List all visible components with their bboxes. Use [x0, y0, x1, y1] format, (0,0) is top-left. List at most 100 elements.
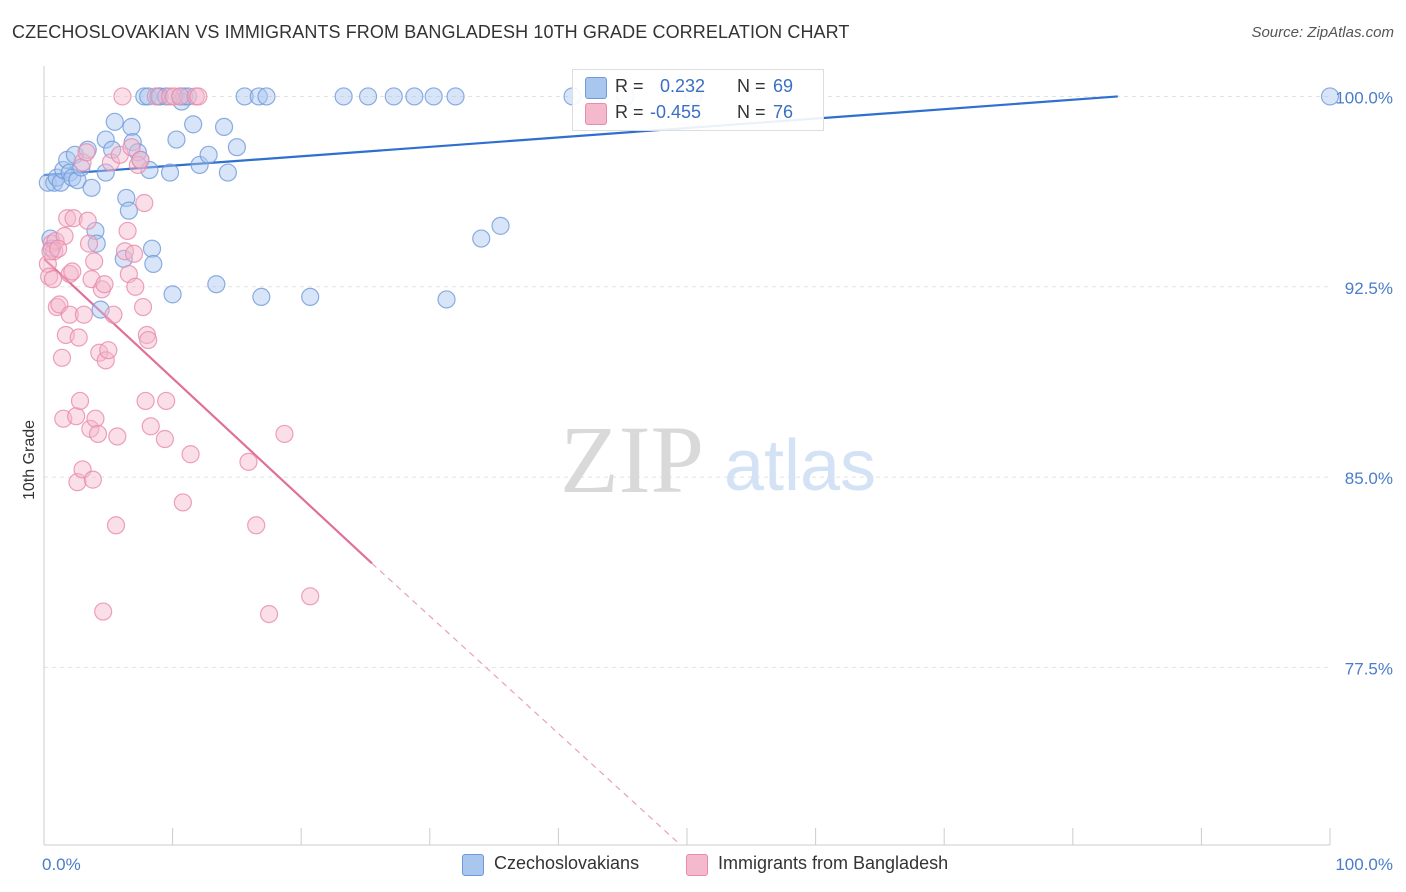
- point-bangladesh: [52, 348, 72, 367]
- point-czechoslovakians: [190, 155, 209, 175]
- y-tick-label: 85.0%: [1345, 469, 1393, 488]
- point-czechoslovakians: [122, 117, 141, 136]
- point-czechoslovakians: [214, 117, 234, 136]
- point-bangladesh: [275, 424, 294, 444]
- point-bangladesh: [73, 153, 92, 172]
- x-tick-label: 0.0%: [42, 855, 81, 874]
- point-czechoslovakians: [87, 234, 106, 253]
- point-bangladesh: [113, 87, 132, 106]
- point-czechoslovakians: [235, 87, 254, 106]
- point-bangladesh: [126, 277, 145, 296]
- point-bangladesh: [67, 407, 86, 426]
- trendline-bangladesh: [43, 258, 373, 565]
- legend-swatch-bangladesh: [585, 103, 607, 125]
- point-czechoslovakians: [437, 290, 456, 309]
- point-bangladesh: [128, 155, 147, 175]
- point-czechoslovakians: [184, 115, 203, 134]
- legend-label-czechoslovakians: Czechoslovakians: [494, 853, 640, 873]
- series-legend: Czechoslovakians Immigrants from Banglad…: [0, 850, 1406, 880]
- point-bangladesh: [122, 138, 141, 157]
- legend-r-value: 0.232: [660, 76, 706, 96]
- point-bangladesh: [301, 587, 320, 606]
- legend-n-label: N =: [737, 76, 766, 96]
- point-czechoslovakians: [472, 229, 491, 248]
- point-czechoslovakians: [218, 163, 237, 182]
- point-czechoslovakians: [1320, 87, 1340, 106]
- point-bangladesh: [146, 87, 165, 106]
- point-czechoslovakians: [252, 287, 271, 307]
- watermark: ZIP atlas: [560, 406, 876, 513]
- point-bangladesh: [181, 445, 200, 464]
- point-bangladesh: [108, 427, 127, 446]
- point-bangladesh: [173, 493, 192, 512]
- trendline-czechoslovakians: [43, 95, 1118, 177]
- legend-r-label: R =: [615, 102, 644, 122]
- y-tick-label: 77.5%: [1345, 659, 1393, 678]
- point-bangladesh: [189, 87, 208, 106]
- point-bangladesh: [171, 87, 190, 106]
- point-bangladesh: [247, 516, 266, 535]
- point-czechoslovakians: [424, 87, 443, 106]
- point-czechoslovakians: [63, 168, 82, 187]
- point-bangladesh: [139, 330, 158, 350]
- point-czechoslovakians: [446, 87, 465, 106]
- point-bangladesh: [131, 150, 150, 169]
- legend-r-label: R =: [615, 76, 644, 96]
- point-bangladesh: [74, 305, 93, 324]
- point-czechoslovakians: [82, 178, 101, 197]
- point-bangladesh: [118, 221, 137, 241]
- tick-labels: 100.0% 92.5% 85.0% 77.5% 0.0% 100.0%: [42, 88, 1393, 874]
- point-bangladesh: [99, 341, 118, 360]
- legend-label-bangladesh: Immigrants from Bangladesh: [718, 853, 949, 873]
- point-bangladesh: [104, 305, 123, 324]
- point-czechoslovakians: [207, 275, 226, 294]
- point-bangladesh: [78, 211, 97, 230]
- point-bangladesh: [88, 424, 108, 444]
- trendlines: [43, 95, 1118, 846]
- point-bangladesh: [86, 409, 105, 428]
- watermark-zip: ZIP: [560, 406, 704, 513]
- point-bangladesh: [49, 239, 68, 258]
- point-bangladesh: [79, 234, 99, 253]
- point-czechoslovakians: [384, 87, 403, 106]
- point-bangladesh: [160, 87, 180, 106]
- watermark-atlas: atlas: [724, 426, 876, 506]
- point-bangladesh: [83, 470, 102, 489]
- point-czechoslovakians: [491, 216, 510, 235]
- chart-title: CZECHOSLOVAKIAN VS IMMIGRANTS FROM BANGL…: [12, 22, 850, 42]
- point-bangladesh: [155, 429, 174, 449]
- point-bangladesh: [69, 328, 88, 347]
- y-tick-label: 92.5%: [1345, 279, 1393, 298]
- point-czechoslovakians: [144, 254, 163, 274]
- point-czechoslovakians: [60, 163, 79, 182]
- point-czechoslovakians: [178, 87, 198, 106]
- legend-n-value: 69: [773, 76, 794, 96]
- point-bangladesh: [63, 262, 82, 281]
- point-bangladesh: [95, 275, 114, 294]
- point-bangladesh: [85, 252, 104, 271]
- point-bangladesh: [94, 602, 113, 621]
- data-points: [38, 87, 1340, 624]
- point-czechoslovakians: [45, 173, 64, 192]
- point-czechoslovakians: [163, 285, 182, 304]
- point-bangladesh: [92, 280, 111, 299]
- point-bangladesh: [106, 516, 126, 535]
- point-czechoslovakians: [96, 163, 115, 182]
- point-bangladesh: [164, 87, 183, 106]
- point-bangladesh: [60, 305, 79, 324]
- point-bangladesh: [64, 209, 83, 228]
- chart-source: Source: ZipAtlas.com: [1251, 24, 1394, 41]
- point-bangladesh: [133, 297, 153, 317]
- point-czechoslovakians: [358, 87, 378, 106]
- y-axis-label: 10th Grade: [21, 420, 38, 500]
- point-bangladesh: [239, 452, 258, 471]
- point-bangladesh: [157, 391, 176, 411]
- point-czechoslovakians: [334, 87, 353, 106]
- point-czechoslovakians: [105, 112, 124, 131]
- legend-r-value: -0.455: [650, 102, 702, 122]
- point-czechoslovakians: [199, 145, 218, 164]
- point-czechoslovakians: [140, 160, 159, 180]
- point-czechoslovakians: [249, 87, 268, 106]
- point-czechoslovakians: [405, 87, 424, 106]
